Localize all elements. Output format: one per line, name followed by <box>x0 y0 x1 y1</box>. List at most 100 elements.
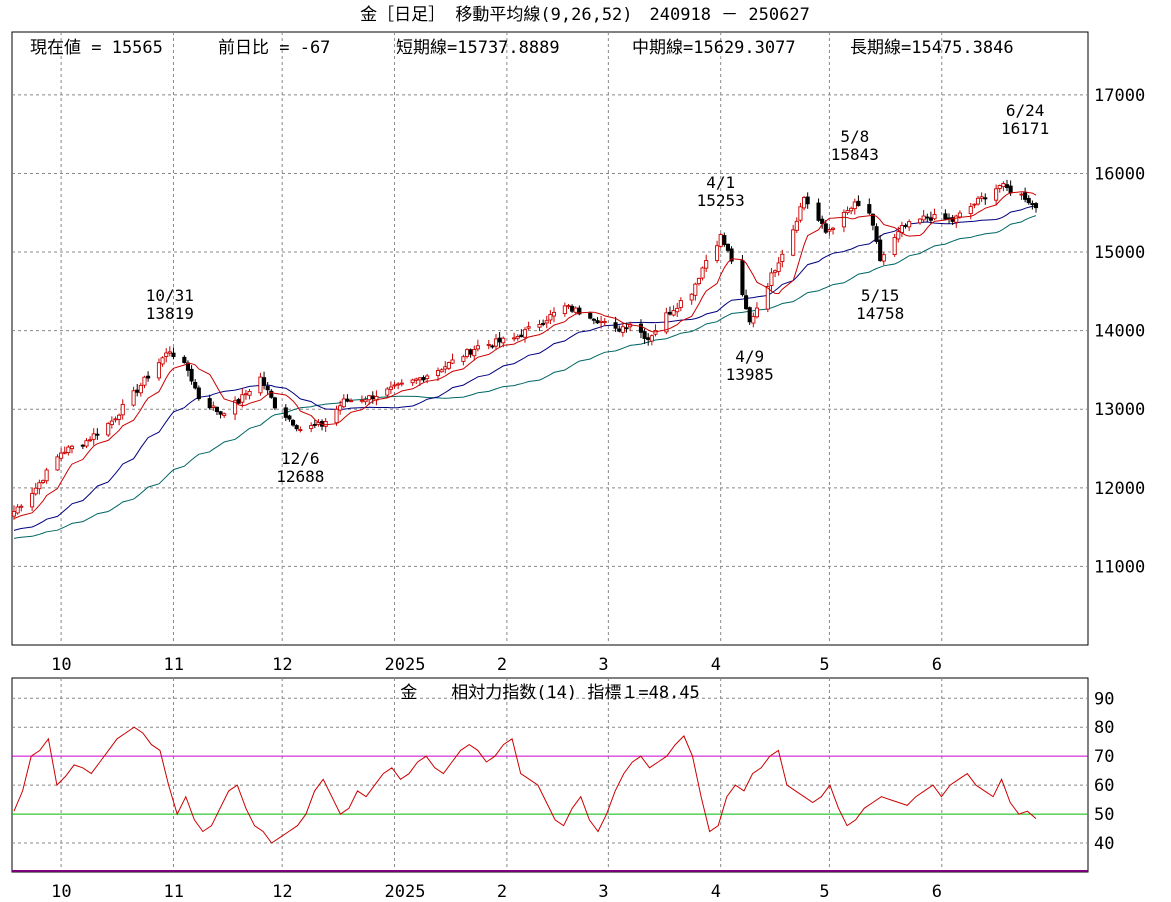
candle-body <box>11 511 17 517</box>
candle-body <box>19 505 24 508</box>
candle-body <box>348 400 354 403</box>
candle-body <box>620 326 625 333</box>
candle-body <box>852 201 857 210</box>
candle-body <box>269 390 274 398</box>
candle-body <box>646 337 651 340</box>
candle-body <box>903 224 908 227</box>
candle-body <box>193 381 198 389</box>
candle-body <box>80 444 85 447</box>
rsi-y-axis: 40 50 60 70 80 90 <box>1094 689 1114 854</box>
candle-body <box>396 383 401 386</box>
candle-body <box>751 316 756 324</box>
candle-body <box>30 493 35 508</box>
annotation-value: 14758 <box>856 304 904 323</box>
annotation-value: 13819 <box>146 304 194 323</box>
candle-body <box>689 293 694 301</box>
candle-body <box>925 216 930 219</box>
candle-body <box>820 218 825 225</box>
candle-body <box>841 211 846 228</box>
rsi-x-tick-label: 5 <box>819 882 829 902</box>
candle-body <box>410 379 415 384</box>
rsi-x-tick-label: 12 <box>272 882 292 902</box>
candle-body <box>704 260 709 269</box>
price-x-axis: 10 11 12 2025 2 3 4 5 6 <box>51 655 942 675</box>
candle-body <box>497 337 502 343</box>
candle-body <box>370 395 375 400</box>
candle-body <box>805 196 810 205</box>
candle-body <box>309 425 314 429</box>
candle-body <box>917 218 923 224</box>
candle-body <box>291 419 296 426</box>
change-value: 前日比 = -67 <box>218 38 330 58</box>
rsi-y-tick-label: 60 <box>1094 776 1114 796</box>
price-y-tick-label: 15000 <box>1094 243 1145 263</box>
candle-body <box>845 210 850 214</box>
candle-body <box>120 403 125 416</box>
candle-body <box>696 277 702 285</box>
candle-body <box>994 188 999 201</box>
price-x-tick-label: 5 <box>819 655 829 675</box>
candle-body <box>881 254 886 262</box>
rsi-x-tick-label: 10 <box>51 882 71 902</box>
candle-body <box>486 343 491 346</box>
candle-body <box>146 375 151 379</box>
candle-body <box>15 506 20 514</box>
price-x-tick-label: 2025 <box>385 655 426 675</box>
candle-body <box>599 320 604 323</box>
candle-body <box>189 368 194 382</box>
candlesticks <box>11 179 1039 520</box>
mid-ma-path <box>13 205 1037 531</box>
candle-body <box>298 429 303 431</box>
candle-body <box>62 451 67 454</box>
candle-body <box>957 212 962 218</box>
candle-body <box>765 286 770 310</box>
candle-body <box>896 231 901 240</box>
candle-body <box>214 406 220 413</box>
candle-body <box>827 229 832 232</box>
candle-body <box>468 349 473 355</box>
rsi-title: 金 相対力指数(14) 指標１=48.45 <box>400 683 700 703</box>
candle-body <box>928 217 933 221</box>
annotation-date: 5/15 <box>861 286 900 305</box>
price-x-tick-label: 10 <box>51 655 71 675</box>
chart-title: 金［日足］ 移動平均線(9,26,52) 240918 － 250627 <box>360 5 810 25</box>
long-ma-line <box>13 215 1037 539</box>
candle-body <box>91 433 96 440</box>
candle-body <box>798 206 803 221</box>
price-grid <box>12 32 1088 645</box>
short-ma-line <box>13 191 1037 519</box>
annotation-value: 13985 <box>726 365 774 384</box>
candle-body <box>667 311 673 315</box>
candle-body <box>265 386 270 391</box>
annotation-value: 16171 <box>1001 119 1049 138</box>
candle-body <box>218 411 223 415</box>
rsi-x-tick-label: 3 <box>598 882 608 902</box>
candle-body <box>425 375 430 379</box>
candle-body <box>142 376 147 386</box>
candle-body <box>138 384 143 394</box>
price-y-tick-label: 13000 <box>1094 400 1145 420</box>
candle-body <box>117 414 122 420</box>
candle-body <box>664 312 669 333</box>
annotation-value: 15253 <box>697 191 745 210</box>
candle-body <box>943 213 948 220</box>
candle-body <box>975 197 981 205</box>
candle-body <box>972 203 977 206</box>
candle-body <box>334 408 339 424</box>
candle-body <box>544 320 549 324</box>
candle-body <box>84 440 89 447</box>
candle-body <box>870 213 875 226</box>
candle-body <box>55 456 60 471</box>
short-ma-path <box>13 191 1037 519</box>
candle-body <box>747 307 752 323</box>
candle-body <box>392 384 397 387</box>
price-x-tick-label: 4 <box>711 655 721 675</box>
long-ma-value: 長期線=15475.3846 <box>850 38 1014 58</box>
price-x-tick-label: 12 <box>272 655 292 675</box>
candle-body <box>638 323 644 333</box>
candle-body <box>1019 193 1024 196</box>
candle-body <box>59 452 64 459</box>
candle-body <box>595 320 600 324</box>
candle-body <box>983 197 988 200</box>
candle-body <box>233 400 238 415</box>
